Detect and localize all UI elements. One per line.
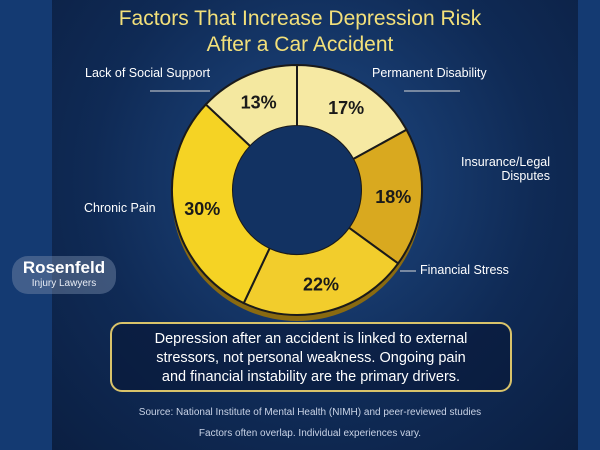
note-box: Depression after an accident is linked t… xyxy=(110,322,512,392)
data-label: 30% xyxy=(184,199,220,219)
label-lack-social-support: Lack of Social Support xyxy=(85,66,211,80)
label-line: Disputes xyxy=(501,169,550,183)
label-line: Insurance/Legal xyxy=(461,155,550,169)
label-chronic-pain: Chronic Pain xyxy=(84,201,156,215)
note-line: and financial instability are the primar… xyxy=(161,369,461,385)
logo-name: Rosenfeld xyxy=(22,258,106,277)
source-text: Source: National Institute of Mental Hea… xyxy=(138,407,482,418)
label-permanent-disability: Permanent Disability xyxy=(372,66,487,80)
note-line: stressors, not personal weakness. Ongoin… xyxy=(156,350,466,366)
rosenfeld-logo: Rosenfeld Injury Lawyers xyxy=(12,256,116,294)
title-line-2: After a Car Accident xyxy=(206,33,394,56)
data-label: 18% xyxy=(375,187,411,207)
chart-title: Factors That Increase Depression Risk Af… xyxy=(0,6,600,58)
donut-hole xyxy=(233,126,361,254)
note-line: Depression after an accident is linked t… xyxy=(154,331,468,347)
logo-tagline: Injury Lawyers xyxy=(31,278,97,289)
disclaimer-text: Factors often overlap. Individual experi… xyxy=(198,428,422,439)
data-label: 13% xyxy=(241,92,277,112)
label-financial-stress: Financial Stress xyxy=(420,263,509,277)
label-insurance-legal: Insurance/Legal Disputes xyxy=(442,155,550,183)
data-label: 17% xyxy=(328,98,364,118)
title-line-1: Factors That Increase Depression Risk xyxy=(118,7,482,30)
data-label: 22% xyxy=(303,274,339,294)
